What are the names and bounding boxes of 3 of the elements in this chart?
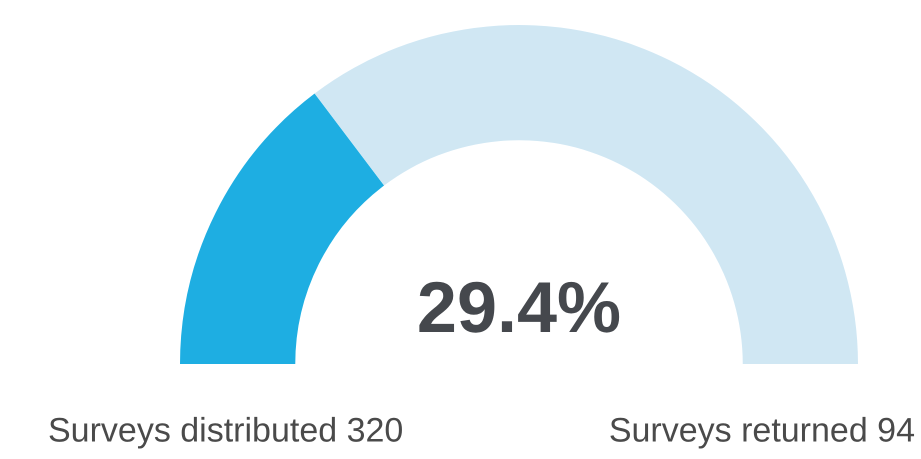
text: Surveys distributed 320	[48, 411, 404, 450]
text: Surveys returned 94	[608, 411, 915, 450]
text: 29.4%	[416, 268, 622, 348]
